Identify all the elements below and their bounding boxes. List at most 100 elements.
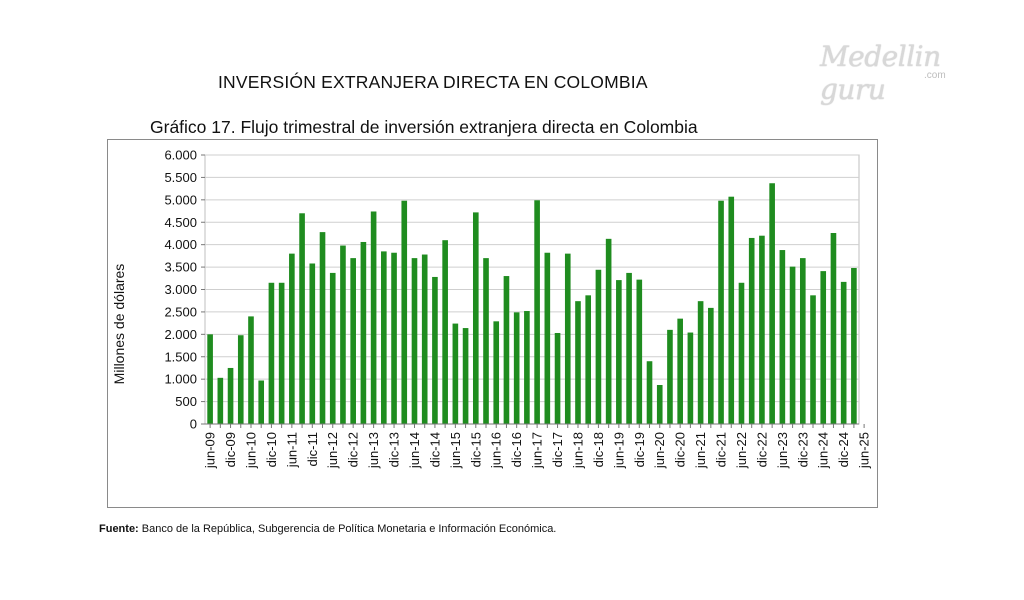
medellin-guru-logo: Medellin guru .com [812, 34, 962, 106]
bar-jun-24 [820, 271, 827, 424]
bar-dic-24 [840, 281, 847, 424]
bar-sep-11 [299, 213, 305, 424]
x-tick-label: dic-19 [632, 432, 647, 467]
bar-sep-18 [585, 295, 592, 424]
x-tick-label: dic-09 [223, 432, 238, 467]
chart-frame: 0 500 1.000 1.500 2.000 2.500 3.000 3.500 4.000 4… [107, 139, 878, 508]
x-tick-label: jun-16 [489, 432, 504, 469]
x-tick-label: jun-24 [816, 432, 831, 469]
y-tick-label: 5.500 [164, 170, 197, 185]
bar-dic-17 [554, 332, 561, 424]
y-tick-label: 1.500 [164, 349, 197, 364]
bar-jun-12 [329, 272, 336, 424]
x-axis: jun-09 dic-09 jun-10 dic-10 jun-11 dic-11 jun-… [203, 423, 872, 469]
x-tick-label: jun-22 [734, 432, 749, 469]
bar-jun-23 [779, 250, 786, 424]
x-tick-label: dic-17 [550, 432, 565, 467]
x-tick-label: dic-22 [754, 432, 769, 467]
x-tick-label: jun-25 [857, 432, 872, 469]
bar-mar-10 [237, 335, 244, 424]
bar-dic-21 [718, 200, 724, 424]
x-tick-label: jun-23 [775, 432, 790, 469]
bar-dic-12 [350, 258, 356, 424]
x-tick-label: dic-18 [591, 432, 606, 467]
bar-sep-21 [708, 307, 714, 424]
bar-sep-22 [748, 237, 755, 424]
logo-tld: .com [924, 70, 946, 81]
bar-jun-14 [411, 258, 418, 424]
bar-dic-09 [227, 367, 234, 424]
y-tick-label: 5.000 [164, 192, 197, 207]
bar-dic-10 [268, 282, 275, 424]
x-tick-label: dic-21 [714, 432, 729, 467]
bar-jun-13 [370, 211, 377, 424]
x-tick-label: dic-16 [509, 432, 524, 467]
x-tick-label: jun-10 [243, 432, 258, 469]
x-tick-label: jun-15 [448, 432, 463, 469]
x-tick-label: jun-12 [325, 432, 340, 469]
page-title: INVERSIÓN EXTRANJERA DIRECTA EN COLOMBIA [218, 72, 648, 92]
bar-sep-15 [462, 328, 469, 424]
bar-mar-20 [646, 361, 653, 424]
bar-jun-17 [534, 200, 540, 424]
bar-mar-21 [687, 332, 694, 424]
bar-jun-18 [575, 301, 581, 424]
bar-mar-12 [319, 232, 326, 424]
bar-jun-16 [493, 321, 500, 424]
x-tick-label: dic-14 [427, 432, 442, 467]
y-tick-label: 2.000 [164, 327, 197, 342]
y-tick-label: 1.000 [164, 372, 197, 387]
bar-sep-24 [830, 233, 837, 424]
bar-mar-25 [851, 267, 857, 424]
logo-brand: Medellin guru [820, 40, 941, 106]
x-tick-label: dic-23 [795, 432, 810, 467]
x-tick-label: jun-14 [407, 432, 422, 469]
bar-sep-14 [421, 254, 428, 424]
bars [207, 183, 857, 424]
bar-sep-09 [217, 377, 224, 424]
y-tick-label: 3.500 [164, 260, 197, 275]
bar-chart: 0 500 1.000 1.500 2.000 2.500 3.000 3.500 4.000 4… [111, 148, 872, 470]
bar-sep-23 [789, 266, 796, 424]
bar-dic-20 [677, 318, 683, 424]
y-axis: 0 500 1.000 1.500 2.000 2.500 3.000 3.500 4.000 4… [164, 148, 205, 432]
x-tick-label: dic-11 [305, 432, 320, 466]
bar-dic-23 [799, 258, 806, 424]
x-tick-label: jun-18 [570, 432, 585, 469]
bar-dic-22 [759, 235, 765, 424]
bar-mar-13 [360, 241, 367, 424]
bar-sep-16 [503, 276, 510, 424]
bar-dic-19 [636, 279, 643, 424]
x-tick-label: dic-24 [836, 432, 851, 467]
bar-mar-15 [442, 240, 448, 424]
bar-jun-19 [616, 280, 622, 424]
y-tick-label: 500 [175, 394, 197, 409]
x-tick-label: jun-11 [284, 432, 299, 468]
source-text: Banco de la República, Subgerencia de Po… [138, 523, 557, 535]
x-tick-label: jun-21 [693, 432, 708, 469]
x-tick-label: dic-13 [387, 432, 402, 467]
bar-sep-12 [340, 245, 346, 424]
bar-mar-24 [810, 295, 816, 424]
bar-mar-17 [524, 311, 530, 424]
y-axis-label: Millones de dólares [111, 264, 127, 385]
bar-mar-11 [278, 282, 285, 424]
bar-jun-21 [697, 301, 704, 424]
bar-mar-18 [564, 253, 571, 424]
source-note: Fuente: Banco de la República, Subgerenc… [99, 523, 556, 535]
bar-jun-09 [207, 334, 213, 424]
y-tick-label: 4.000 [164, 237, 197, 252]
bar-jun-11 [289, 253, 295, 424]
x-tick-label: jun-09 [203, 432, 218, 469]
y-tick-label: 6.000 [164, 148, 197, 163]
x-tick-label: dic-10 [264, 432, 279, 467]
bar-dic-13 [391, 252, 397, 424]
bar-jun-20 [656, 384, 663, 424]
bar-sep-17 [544, 252, 551, 424]
bar-dic-14 [432, 276, 438, 424]
x-tick-label: dic-15 [468, 432, 483, 467]
bar-jun-15 [452, 323, 459, 424]
x-tick-label: jun-17 [530, 432, 545, 469]
bar-sep-13 [381, 251, 387, 424]
bar-mar-14 [401, 200, 408, 424]
